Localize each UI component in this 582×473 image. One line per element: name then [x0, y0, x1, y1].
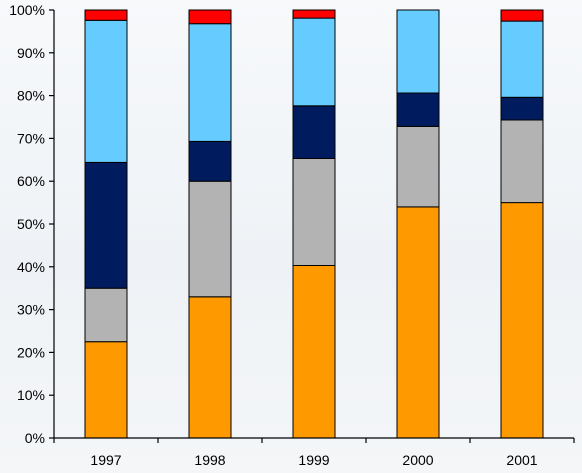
y-tick-label: 60%	[17, 173, 45, 189]
bar-group-2000	[396, 9, 440, 439]
bar-segment	[84, 19, 128, 163]
bar-group-1997	[84, 9, 128, 439]
y-tick-label: 100%	[9, 2, 45, 18]
bar-segment	[84, 287, 128, 343]
x-tick-labels: 1997 1998 1999 2000 2001	[90, 452, 537, 468]
bar-segment	[500, 96, 544, 121]
bar-segment	[292, 265, 336, 439]
x-tick-label: 2000	[402, 452, 433, 468]
bar-segment	[188, 140, 232, 182]
bar-group-1999	[292, 9, 336, 439]
x-tick-label: 1998	[194, 452, 225, 468]
x-tick-label: 1997	[90, 452, 121, 468]
bars-layer	[84, 9, 544, 439]
bar-segment	[500, 202, 544, 439]
bar-segment	[188, 9, 232, 25]
bar-segment	[188, 23, 232, 142]
x-tick-label: 2001	[506, 452, 537, 468]
y-tick-label: 0%	[25, 430, 45, 446]
bar-segment	[500, 20, 544, 98]
y-tick-label: 70%	[17, 130, 45, 146]
bar-segment	[292, 158, 336, 266]
bar-segment	[292, 9, 336, 19]
bar-segment	[500, 119, 544, 204]
y-tick-label: 80%	[17, 88, 45, 104]
y-tick-label: 40%	[17, 259, 45, 275]
bar-segment	[292, 17, 336, 107]
x-tick-label: 1999	[298, 452, 329, 468]
bar-segment	[84, 9, 128, 21]
axis-layer	[49, 9, 575, 443]
y-tick-label: 30%	[17, 302, 45, 318]
bar-segment	[396, 9, 440, 94]
bar-segment	[84, 161, 128, 289]
bar-segment	[84, 341, 128, 439]
bar-segment	[500, 9, 544, 22]
bar-segment	[188, 296, 232, 439]
bar-segment	[396, 92, 440, 127]
bar-segment	[396, 206, 440, 439]
bar-group-2001	[500, 9, 544, 439]
y-tick-label: 20%	[17, 344, 45, 360]
bar-segment	[396, 125, 440, 208]
bar-segment	[188, 180, 232, 298]
bar-segment	[292, 105, 336, 159]
y-tick-label: 10%	[17, 387, 45, 403]
bar-group-1998	[188, 9, 232, 439]
y-tick-labels: 0% 10% 20% 30% 40% 50% 60% 70% 80% 90% 100%	[9, 2, 45, 446]
y-tick-label: 90%	[17, 45, 45, 61]
y-tick-label: 50%	[17, 216, 45, 232]
